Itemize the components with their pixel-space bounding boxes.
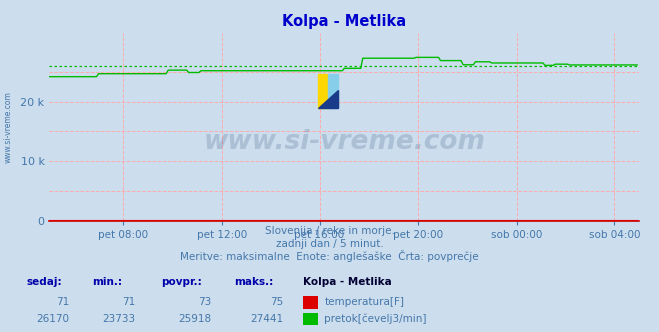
Text: 27441: 27441 bbox=[250, 314, 283, 324]
Text: povpr.:: povpr.: bbox=[161, 277, 202, 287]
Text: 75: 75 bbox=[270, 297, 283, 307]
Text: 73: 73 bbox=[198, 297, 211, 307]
Text: sedaj:: sedaj: bbox=[26, 277, 62, 287]
Polygon shape bbox=[318, 90, 339, 108]
Text: zadnji dan / 5 minut.: zadnji dan / 5 minut. bbox=[275, 239, 384, 249]
Text: 25918: 25918 bbox=[178, 314, 211, 324]
Bar bbox=[328, 74, 339, 108]
Text: Kolpa - Metlika: Kolpa - Metlika bbox=[303, 277, 392, 287]
Text: Slovenija / reke in morje.: Slovenija / reke in morje. bbox=[264, 226, 395, 236]
Text: 26170: 26170 bbox=[36, 314, 69, 324]
Text: 71: 71 bbox=[122, 297, 135, 307]
Title: Kolpa - Metlika: Kolpa - Metlika bbox=[282, 14, 407, 29]
Text: 71: 71 bbox=[56, 297, 69, 307]
Text: pretok[čevelj3/min]: pretok[čevelj3/min] bbox=[324, 313, 427, 324]
Text: maks.:: maks.: bbox=[234, 277, 273, 287]
Text: www.si-vreme.com: www.si-vreme.com bbox=[204, 129, 485, 155]
Bar bbox=[318, 74, 328, 108]
Text: temperatura[F]: temperatura[F] bbox=[324, 297, 404, 307]
Text: 23733: 23733 bbox=[102, 314, 135, 324]
Text: min.:: min.: bbox=[92, 277, 123, 287]
Text: Meritve: maksimalne  Enote: anglešaške  Črta: povprečje: Meritve: maksimalne Enote: anglešaške Čr… bbox=[180, 250, 479, 262]
Text: www.si-vreme.com: www.si-vreme.com bbox=[3, 91, 13, 163]
